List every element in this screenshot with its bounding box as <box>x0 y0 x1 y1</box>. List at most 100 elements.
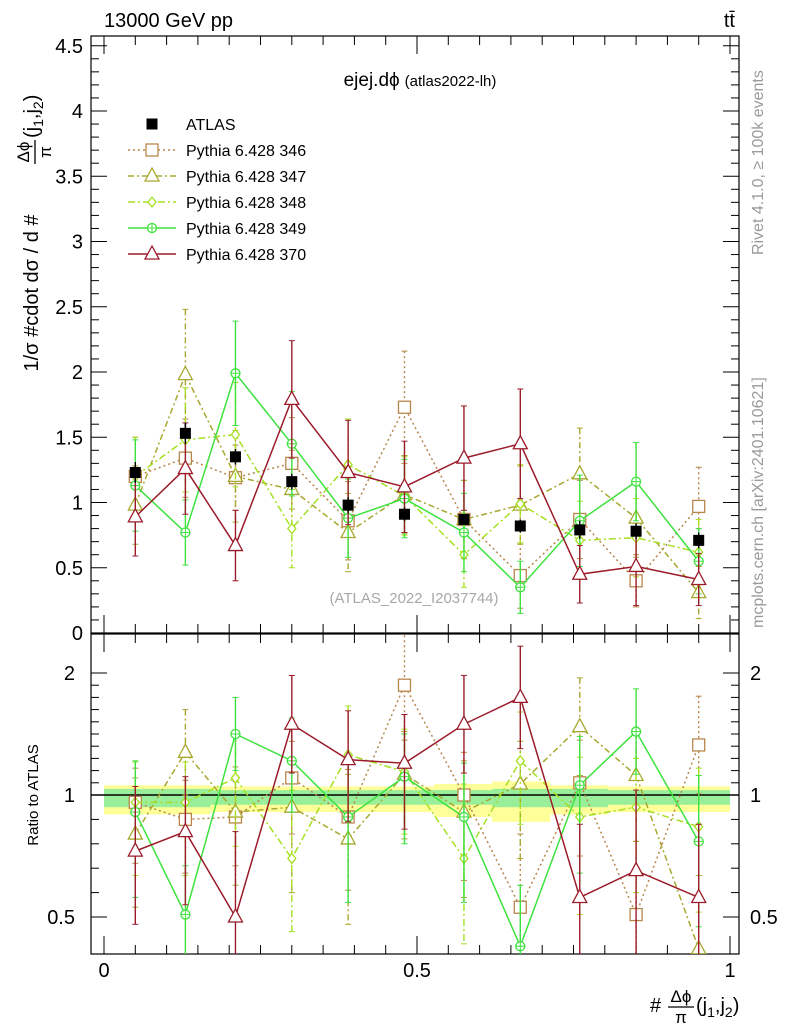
y-tick-label: 2.5 <box>55 297 83 319</box>
ratio-y-tick-label-right: 1 <box>750 785 761 807</box>
ratio-axes: 0.5 0.5 1 1 2 2 0 0.5 1 <box>47 634 778 982</box>
marker-triangle <box>283 714 300 730</box>
rivet-version-label: Rivet 4.1.0, ≥ 100k events <box>750 70 767 255</box>
marker-triangle <box>227 907 244 923</box>
marker-triangle <box>143 166 161 182</box>
legend-label: Pythia 6.428 347 <box>186 169 306 186</box>
marker-triangle <box>571 888 588 904</box>
data-points-atlas <box>129 422 705 549</box>
marker-diamond <box>230 771 241 784</box>
marker-triangle <box>143 244 161 260</box>
marker-triangle <box>340 463 357 479</box>
analysis-watermark: (ATLAS_2022_I2037744) <box>329 590 498 607</box>
y-tick-label: 1 <box>72 493 83 515</box>
marker-triangle <box>512 688 529 704</box>
marker-filled-square <box>146 118 158 130</box>
x-tick-label: 1 <box>724 960 735 982</box>
process-label: 13000 GeV pp <box>104 10 233 32</box>
ratio-series-Pythia-6428-348 <box>130 705 704 945</box>
marker-triangle <box>177 365 194 381</box>
y-tick-label: 3 <box>72 232 83 254</box>
main-series-Pythia-6428-348 <box>130 381 704 588</box>
ratio-y-axis-label: Ratio to ATLAS <box>25 744 42 845</box>
marker-triangle <box>227 536 244 552</box>
legend-label: Pythia 6.428 349 <box>186 221 306 238</box>
main-series-layer <box>127 308 707 620</box>
marker-filled-square <box>229 451 241 463</box>
marker-triangle <box>628 861 645 877</box>
marker-triangle <box>571 564 588 580</box>
marker-triangle <box>628 557 645 573</box>
ratio-band-inner <box>607 790 668 805</box>
marker-filled-square <box>398 508 410 520</box>
marker-filled-square <box>693 534 705 546</box>
svg-text:π: π <box>36 146 55 158</box>
x-tick-label: 0 <box>98 960 109 982</box>
ratio-band-inner <box>210 790 264 805</box>
marker-triangle <box>455 448 473 464</box>
marker-triangle <box>396 477 413 493</box>
svg-text:(j1,j2): (j1,j2) <box>21 95 46 138</box>
y-tick-label: 3.5 <box>55 166 83 188</box>
legend-label: Pythia 6.428 346 <box>186 143 306 160</box>
marker-diamond <box>230 428 241 441</box>
marker-triangle <box>283 390 300 406</box>
svg-text:#: # <box>650 995 662 1017</box>
svg-text:π: π <box>675 1008 687 1024</box>
svg-text:Δϕ: Δϕ <box>671 987 692 1006</box>
x-tick-label: 0.5 <box>403 960 431 982</box>
marker-square <box>397 678 412 692</box>
main-plot-frame <box>90 35 740 634</box>
marker-diamond <box>286 522 297 535</box>
legend-label: ATLAS <box>186 117 236 134</box>
marker-triangle <box>690 570 707 586</box>
marker-diamond <box>147 195 157 209</box>
marker-filled-square <box>342 499 354 511</box>
marker-diamond <box>515 497 526 510</box>
marker-square <box>145 143 159 157</box>
final-state-label: tt̄ <box>724 10 736 32</box>
ratio-plot-frame <box>90 633 740 955</box>
series-line <box>135 683 700 917</box>
series-line <box>134 372 700 594</box>
svg-text:Δϕ: Δϕ <box>14 142 33 163</box>
svg-text:(j1,j2): (j1,j2) <box>696 995 739 1020</box>
marker-triangle <box>396 753 413 769</box>
main-series-Pythia-6428-347 <box>127 308 707 620</box>
y-tick-label: 4 <box>72 101 83 123</box>
marker-triangle <box>340 750 357 766</box>
marker-triangle <box>177 822 194 838</box>
ratio-band-inner <box>492 788 551 808</box>
y-tick-label: 0.5 <box>55 558 83 580</box>
marker-diamond <box>515 754 526 767</box>
series-line <box>134 730 700 949</box>
marker-square <box>692 738 706 752</box>
legend-label: Pythia 6.428 348 <box>186 195 306 212</box>
svg-text:1/σ #cdot dσ / d #: 1/σ #cdot dσ / d # <box>21 214 43 372</box>
ratio-y-tick-label: 2 <box>64 663 75 685</box>
marker-square <box>692 499 706 514</box>
main-series-Pythia-6428-370 <box>127 340 707 607</box>
series-line <box>134 397 699 581</box>
marker-triangle <box>690 888 707 904</box>
series-line <box>134 433 699 556</box>
y-tick-label: 4.5 <box>55 36 83 58</box>
marker-filled-square <box>514 520 526 532</box>
marker-filled-square <box>129 466 141 478</box>
ratio-y-tick-label: 1 <box>64 785 75 807</box>
marker-square <box>397 400 412 414</box>
marker-filled-square <box>574 524 586 536</box>
y-tick-label: 2 <box>72 362 83 384</box>
marker-triangle <box>455 714 473 730</box>
marker-filled-square <box>179 427 191 439</box>
marker-diamond <box>286 852 297 865</box>
ratio-series-Pythia-6428-370 <box>127 645 707 954</box>
mcplots-label: mcplots.cern.ch [arXiv:2401.10621] <box>750 377 767 628</box>
main-axes: 0 0.5 1 1.5 2 2.5 3 3.5 4 4.5 <box>55 36 739 645</box>
series-line <box>134 725 700 949</box>
marker-triangle <box>571 717 588 733</box>
ratio-y-tick-label: 0.5 <box>47 907 75 929</box>
marker-triangle <box>127 841 144 857</box>
marker-triangle <box>177 742 194 758</box>
